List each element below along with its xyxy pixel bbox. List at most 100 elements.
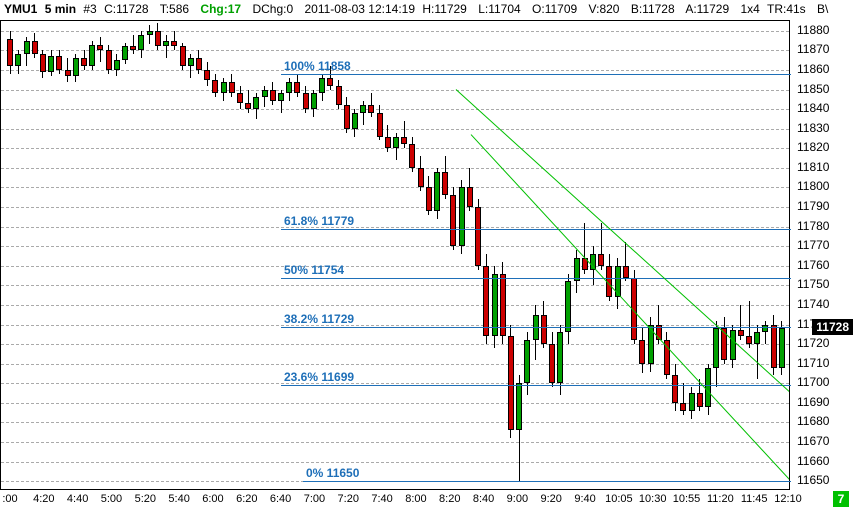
y-tick-label: 11790 [797, 199, 829, 213]
v-label: V:820 [589, 2, 624, 16]
y-tick-label: 11860 [797, 62, 829, 76]
y-tick-label: 11800 [797, 179, 829, 193]
gridline [1, 227, 789, 228]
candle-body [237, 93, 243, 103]
x-tick-label: 10:30 [639, 493, 667, 505]
x-tick-label: 7:00 [304, 493, 325, 505]
candle-body [24, 41, 30, 55]
candle-body [229, 82, 235, 94]
y-tick-label: 11820 [797, 140, 829, 154]
y-tick-label: 11780 [797, 219, 829, 233]
gridline [1, 109, 789, 110]
gridline [1, 325, 789, 326]
h-label: H:11729 [422, 2, 470, 16]
chart-container: YMU1 5 min #3 C:11728 T:586 Chg:17 DChg:… [0, 0, 853, 516]
x-axis: :004:204:405:005:205:406:006:206:407:007… [0, 491, 790, 511]
candle-body [155, 31, 161, 47]
y-tick-label: 11690 [797, 395, 829, 409]
candle-body [721, 328, 727, 359]
y-tick-label: 11840 [797, 101, 829, 115]
x-tick-label: 5:20 [135, 493, 156, 505]
candle-body [336, 86, 342, 106]
y-tick-label: 11670 [797, 434, 829, 448]
x-tick-label: 11:20 [707, 493, 734, 505]
candle-body [434, 172, 440, 211]
candle-body [705, 368, 711, 407]
x-tick-label: 4:40 [67, 493, 88, 505]
candle-body [450, 195, 456, 246]
candle-body [738, 330, 744, 336]
candle-body [188, 58, 194, 66]
gridline [1, 305, 789, 306]
gridline [1, 129, 789, 130]
candle-body [171, 41, 177, 47]
y-axis: 1188011870118601185011840118301182011810… [791, 20, 851, 490]
candle-body [418, 168, 424, 188]
y-tick-label: 11680 [797, 414, 829, 428]
candle-body [689, 393, 695, 411]
chart-plot[interactable]: 100% 1185861.8% 1177950% 1175438.2% 1172… [0, 20, 790, 490]
candle-body [541, 315, 547, 344]
candle-body [368, 105, 374, 113]
candle-body [138, 35, 144, 51]
chg-label: Chg:17 [200, 2, 245, 16]
candle-body [582, 258, 588, 270]
t-label: T:586 [160, 2, 193, 16]
candle-body [467, 187, 473, 207]
candle-body [697, 393, 703, 407]
candle-body [270, 90, 276, 102]
candle-wick [133, 35, 134, 55]
x-tick-label: 10:05 [605, 493, 633, 505]
fib-label: 23.6% 11699 [284, 370, 354, 384]
candle-body [508, 336, 514, 430]
chart-header: YMU1 5 min #3 C:11728 T:586 Chg:17 DChg:… [4, 2, 849, 18]
candle-body [319, 78, 325, 94]
x-tick-label: 6:00 [202, 493, 223, 505]
x-tick-label: 9:20 [540, 493, 561, 505]
x-tick-label: 7:40 [371, 493, 392, 505]
x-tick-label: 8:00 [405, 493, 426, 505]
fib-line [281, 74, 791, 75]
gridline [1, 266, 789, 267]
x-tick-label: 12:10 [774, 493, 802, 505]
y-tick-label: 11700 [797, 375, 829, 389]
symbol: YMU1 [4, 2, 37, 16]
corner-indicator: 7 [833, 491, 849, 507]
o-label: O:11709 [532, 2, 581, 16]
x-tick-label: 6:20 [236, 493, 257, 505]
candle-body [352, 113, 358, 129]
x-tick-label: 7:20 [338, 493, 359, 505]
dchg-label: DChg:0 [252, 2, 297, 16]
gridline [1, 70, 789, 71]
y-tick-label: 11870 [797, 42, 829, 56]
hash: #3 [83, 2, 96, 16]
candle-body [730, 330, 736, 359]
candle-body [97, 45, 103, 51]
gridline [1, 285, 789, 286]
candle-body [262, 90, 268, 98]
l-label: L:11704 [478, 2, 525, 16]
candle-body [221, 82, 227, 94]
fib-line [303, 481, 791, 482]
x-tick-label: 9:40 [574, 493, 595, 505]
y-tick-label: 11880 [797, 23, 829, 37]
scale: 1x4 [741, 2, 760, 16]
candle-body [311, 93, 317, 109]
y-tick-label: 11660 [797, 454, 829, 468]
candle-wick [149, 25, 150, 45]
candle-body [639, 340, 645, 364]
fib-line [281, 229, 791, 230]
candle-body [73, 58, 79, 76]
candle-body [40, 54, 46, 72]
candle-body [65, 70, 71, 76]
y-tick-label: 11710 [797, 356, 829, 370]
x-tick-label: 8:20 [439, 493, 460, 505]
candle-body [393, 137, 399, 149]
candle-body [81, 58, 87, 66]
candle-body [565, 281, 571, 332]
y-tick-label: 11850 [797, 82, 829, 96]
candle-body [32, 41, 38, 55]
y-tick-label: 11770 [797, 238, 829, 252]
candle-body [615, 266, 621, 297]
candle-body [106, 50, 112, 70]
